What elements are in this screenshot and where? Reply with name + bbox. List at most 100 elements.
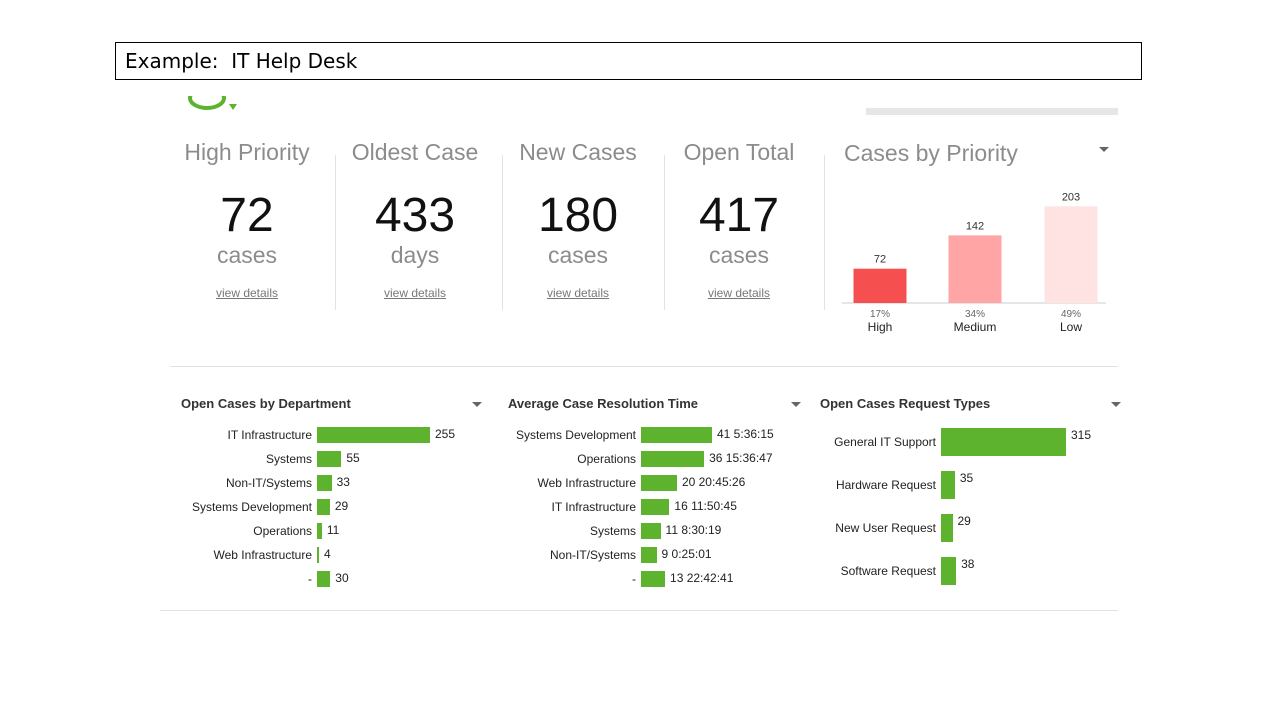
divider [664,155,665,310]
bar-value-label: 35 [959,471,974,485]
kpi-unit: cases [708,242,770,268]
view-details-link[interactable]: view details [383,286,447,300]
bar-value-label: 203 [1062,191,1080,203]
bar-row[interactable]: IT Infrastructure 16 11:50:45 [495,499,805,515]
bar-row[interactable]: Systems 11 8:30:19 [495,523,805,539]
bar[interactable] [641,475,677,491]
slide-title: Example: IT Help Desk [115,42,1142,80]
bar[interactable] [941,428,1066,456]
bar-row[interactable]: Non-IT/Systems 33 [170,475,490,491]
bar-row[interactable]: - 13 22:42:41 [495,571,805,587]
bar-value-label: 30 [335,571,349,585]
bar-category-label: Web Infrastructure [213,548,312,562]
bar-row[interactable]: Systems Development 29 [170,499,490,515]
bar-row[interactable]: Operations 36 15:36:47 [495,451,805,467]
bar-value-label: 13 22:42:41 [670,571,734,585]
bar[interactable] [317,547,319,563]
category-label: High [868,320,893,334]
bar-value-label: 4 [324,547,331,561]
bar-row[interactable]: New User Request 29 [815,514,1115,542]
bar-row[interactable]: Web Infrastructure 20 20:45:26 [495,475,805,491]
kpi-value: 180 [537,189,619,242]
priority-bar-medium[interactable] [948,235,1002,303]
bar-row[interactable]: Web Infrastructure 4 [170,547,490,563]
bar-value-label: 55 [346,451,360,465]
bar-value-label: 11 [326,523,340,537]
bar-category-label: IT Infrastructure [227,428,312,442]
bar-row[interactable]: Systems Development 41 5:36:15 [495,427,805,443]
bar-row[interactable]: - 30 [170,571,490,587]
kpi-value: 417 [698,189,780,242]
dept-bar-chart: IT Infrastructure 255 Systems 55 Non-IT/Syst… [170,420,490,600]
kpi-high-priority: High Priority 72 cases view details [166,135,328,315]
bar[interactable] [641,571,666,587]
divider [502,155,503,310]
divider [170,366,1118,367]
logo [185,96,245,118]
percent-label: 17% [870,309,890,320]
bar[interactable] [317,427,430,443]
category-label: Medium [954,320,997,334]
bar-category-label: Hardware Request [835,478,936,492]
resolution-panel-title: Average Case Resolution Time [508,396,699,411]
priority-bar-low[interactable] [1044,206,1098,303]
bar-category-label: Software Request [840,564,936,578]
bar-value-label: 315 [1071,428,1092,442]
bar-category-label: Operations [577,452,636,466]
chevron-down-icon[interactable] [472,402,482,407]
bar-category-label: New User Request [835,521,936,535]
bar-value-label: 20 20:45:26 [681,475,746,489]
bar-value-label: 29 [334,499,349,513]
bar-value-label: 16 11:50:45 [674,499,737,513]
chevron-down-icon[interactable] [1111,402,1121,407]
bar-category-label: - [308,572,312,586]
bar-row[interactable]: Operations 11 [170,523,490,539]
kpi-unit: cases [547,242,609,268]
bar-value-label: 142 [966,220,984,232]
kpi-title: Oldest Case [351,139,479,165]
bar[interactable] [641,427,712,443]
bar[interactable] [317,475,332,491]
chevron-down-icon[interactable] [791,402,801,407]
bar-value-label: 72 [874,254,886,266]
bar[interactable] [641,523,661,539]
bar-category-label: Non-IT/Systems [549,548,636,562]
bar-row[interactable]: Hardware Request 35 [815,471,1115,499]
bar-category-label: Web Infrastructure [537,476,636,490]
bar-row[interactable]: IT Infrastructure 255 [170,427,490,443]
bar[interactable] [641,499,670,515]
kpi-oldest-case: Oldest Case 433 days view details [334,135,496,315]
bar-row[interactable]: General IT Support 315 [815,428,1115,456]
bar-row[interactable]: Software Request 38 [815,557,1115,585]
bar-category-label: Systems Development [515,428,636,442]
dept-panel-title: Open Cases by Department [181,396,351,411]
search-bar[interactable] [866,108,1118,115]
bar[interactable] [317,451,342,467]
bar-category-label: Systems [589,524,636,538]
percent-label: 34% [965,309,985,320]
bar[interactable] [317,571,331,587]
bar-category-label: Systems [265,452,312,466]
bar[interactable] [317,523,322,539]
divider [160,610,1118,611]
bar[interactable] [317,499,330,515]
view-details-link[interactable]: view details [546,286,610,300]
bar-category-label: IT Infrastructure [551,500,636,514]
view-details-link[interactable]: view details [707,286,771,300]
bar-row[interactable]: Non-IT/Systems 9 0:25:01 [495,547,805,563]
bar[interactable] [641,547,657,563]
bar-value-label: 38 [961,557,975,571]
chevron-down-icon[interactable] [1099,147,1109,152]
bar-value-label: 41 5:36:15 [717,427,774,441]
bar[interactable] [941,557,957,585]
bar-row[interactable]: Systems 55 [170,451,490,467]
priority-bar-high[interactable] [853,268,907,303]
bar[interactable] [941,471,955,499]
kpi-value: 433 [374,189,456,242]
bar-value-label: 29 [957,514,971,528]
view-details-link[interactable]: view details [215,286,279,300]
bar[interactable] [941,514,953,542]
kpi-open-total: Open Total 417 cases view details [658,135,820,315]
bar[interactable] [641,451,705,467]
bar-category-label: Systems Development [191,500,312,514]
